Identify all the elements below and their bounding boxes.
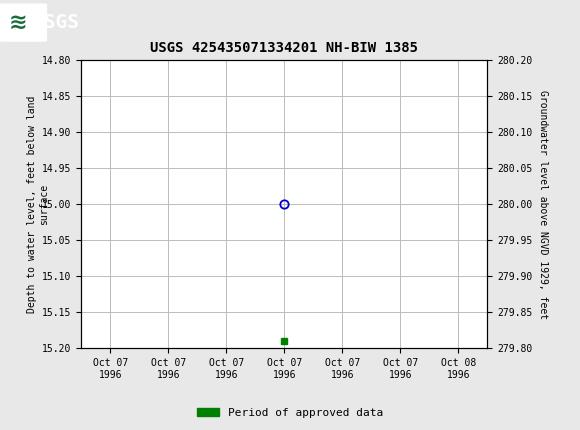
- FancyBboxPatch shape: [0, 4, 46, 41]
- Legend: Period of approved data: Period of approved data: [193, 403, 387, 422]
- Text: ≋: ≋: [9, 12, 27, 33]
- Y-axis label: Depth to water level, feet below land
surface: Depth to water level, feet below land su…: [27, 95, 49, 313]
- Y-axis label: Groundwater level above NGVD 1929, feet: Groundwater level above NGVD 1929, feet: [538, 90, 548, 319]
- Text: USGS: USGS: [32, 13, 79, 32]
- Title: USGS 425435071334201 NH-BIW 1385: USGS 425435071334201 NH-BIW 1385: [150, 41, 418, 55]
